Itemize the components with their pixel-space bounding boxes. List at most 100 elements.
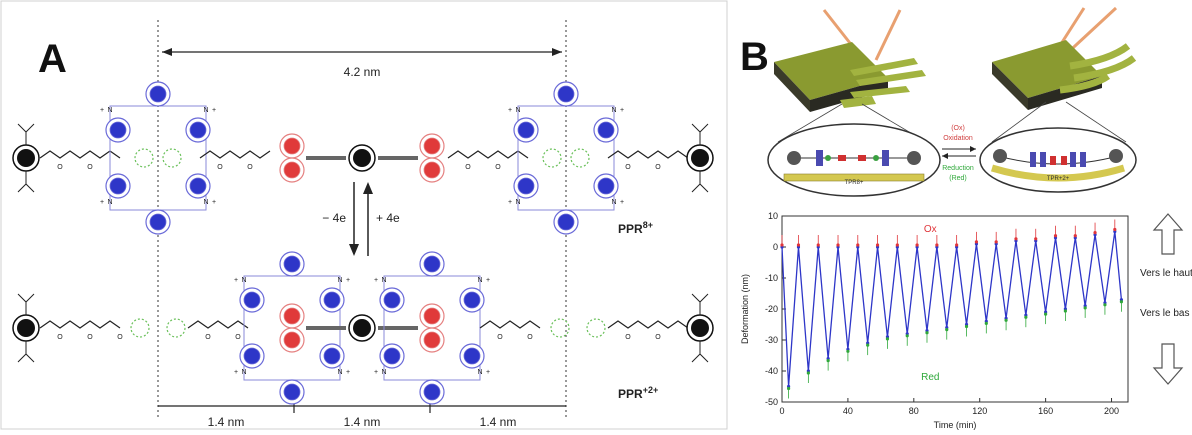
stopper-core (17, 319, 35, 337)
zoom-oval-left (767, 123, 941, 197)
oxygen-label: O (497, 334, 503, 341)
zoom-line (991, 101, 1047, 143)
red-marker-dot (905, 334, 909, 338)
red-annotation: Red (921, 372, 939, 383)
ox-marker-dot (875, 243, 880, 247)
nitrogen-label: N (241, 369, 246, 376)
dqxs-unit (283, 137, 301, 155)
reduction-label: − 4e (322, 211, 346, 225)
nitrogen-label: N (611, 199, 616, 206)
nitrogen-label: N (477, 369, 482, 376)
red-marker-dot (1024, 315, 1028, 319)
ox-marker-dot (1034, 237, 1038, 241)
nitrogen-label: N (241, 277, 246, 284)
nitrogen-label: N (337, 369, 342, 376)
y-tick-label: -40 (765, 366, 778, 376)
ox-marker-dot (1073, 234, 1077, 238)
stopper-core (691, 319, 709, 337)
red-marker-dot (806, 371, 810, 375)
nitrogen-label: N (381, 369, 386, 376)
dqxs-unit (283, 161, 301, 179)
viologen-unit (189, 177, 207, 195)
nitrogen-label: N (381, 277, 386, 284)
viologen-unit (517, 177, 535, 195)
viologen-unit (383, 347, 401, 365)
oxygen-label: O (625, 334, 631, 341)
y-tick-label: -20 (765, 304, 778, 314)
red-marker-dot (1004, 318, 1008, 322)
panel-b-label: B (740, 35, 769, 79)
viologen-unit (597, 177, 615, 195)
oxygen-label: O (87, 164, 93, 171)
y-tick-label: -10 (765, 273, 778, 283)
x-axis-label: Time (min) (934, 420, 977, 430)
x-tick-label: 40 (843, 406, 853, 416)
dn-station-icon (162, 148, 182, 168)
oxygen-label: O (465, 164, 471, 171)
dqxs-unit (423, 161, 441, 179)
viologen-unit (109, 177, 127, 195)
charge-label: + (620, 107, 624, 114)
x-tick-label: 80 (909, 406, 919, 416)
dn-station-icon (550, 318, 570, 338)
charge-label: + (486, 369, 490, 376)
deformation-trace (781, 231, 1123, 387)
x-tick-label: 120 (972, 406, 987, 416)
nitrogen-label: N (107, 199, 112, 206)
red-marker-dot (1083, 306, 1087, 310)
charge-label: + (620, 199, 624, 206)
nitrogen-label: N (203, 107, 208, 114)
ether-chain (39, 150, 121, 159)
ox-annotation: Ox (924, 224, 937, 235)
stopper-branch (17, 123, 35, 145)
viologen-unit (557, 213, 575, 231)
dn-station-icon (166, 318, 186, 338)
viologen-unit (149, 213, 167, 231)
viologen-unit (283, 383, 301, 401)
dqxs-unit (283, 331, 301, 349)
viologen-unit (189, 121, 207, 139)
stopper-branch (691, 341, 709, 363)
red-marker-dot (984, 321, 988, 325)
dn-station-icon (542, 148, 562, 168)
red-marker-dot (925, 331, 929, 335)
nitrogen-label: N (611, 107, 616, 114)
y-tick-label: -50 (765, 397, 778, 407)
panel-a-label: A (38, 37, 67, 81)
ox-marker-dot (856, 243, 860, 247)
cantilever-figure: B (740, 6, 1192, 430)
nitrogen-label: N (477, 277, 482, 284)
zoom-line (1065, 101, 1127, 143)
dqxs-unit (423, 137, 441, 155)
stopper-branch (691, 123, 709, 145)
laser-beam-left-reflect (874, 9, 902, 61)
species-label-bottom: PPR+2+ (618, 385, 658, 401)
oxygen-label: O (217, 164, 223, 171)
viologen-unit (323, 291, 341, 309)
dimension-bottom-label-1: 1.4 nm (208, 415, 245, 429)
viologen-unit (463, 291, 481, 309)
dn-station-icon (570, 148, 590, 168)
ox-marker-dot (1093, 231, 1097, 235)
stopper-branch (17, 293, 35, 315)
charge-label: + (234, 277, 238, 284)
red-marker-dot (1044, 312, 1048, 316)
ether-chain (479, 320, 541, 329)
charge-label: + (234, 369, 238, 376)
viologen-unit (283, 255, 301, 273)
red-marker-dot (1103, 303, 1107, 307)
stopper-branch (691, 293, 709, 315)
viologen-unit (423, 255, 441, 273)
red-marker-dot (826, 359, 830, 363)
dqxs-unit (423, 331, 441, 349)
stopper-core (691, 149, 709, 167)
oxidation-paren-label: (Ox) (951, 125, 965, 132)
ox-marker-dot (780, 243, 784, 247)
charge-label: + (486, 277, 490, 284)
ether-chain (607, 150, 689, 159)
oxidation-word: Oxidation (943, 135, 973, 142)
red-marker-dot (885, 337, 890, 341)
rotaxane-diagram: A 4.2 nm 1.4 nm 1.4 nm 1.4 nm − 4e + 4e … (0, 0, 728, 430)
panel-a: A 4.2 nm 1.4 nm 1.4 nm 1.4 nm − 4e + 4e … (0, 0, 728, 430)
